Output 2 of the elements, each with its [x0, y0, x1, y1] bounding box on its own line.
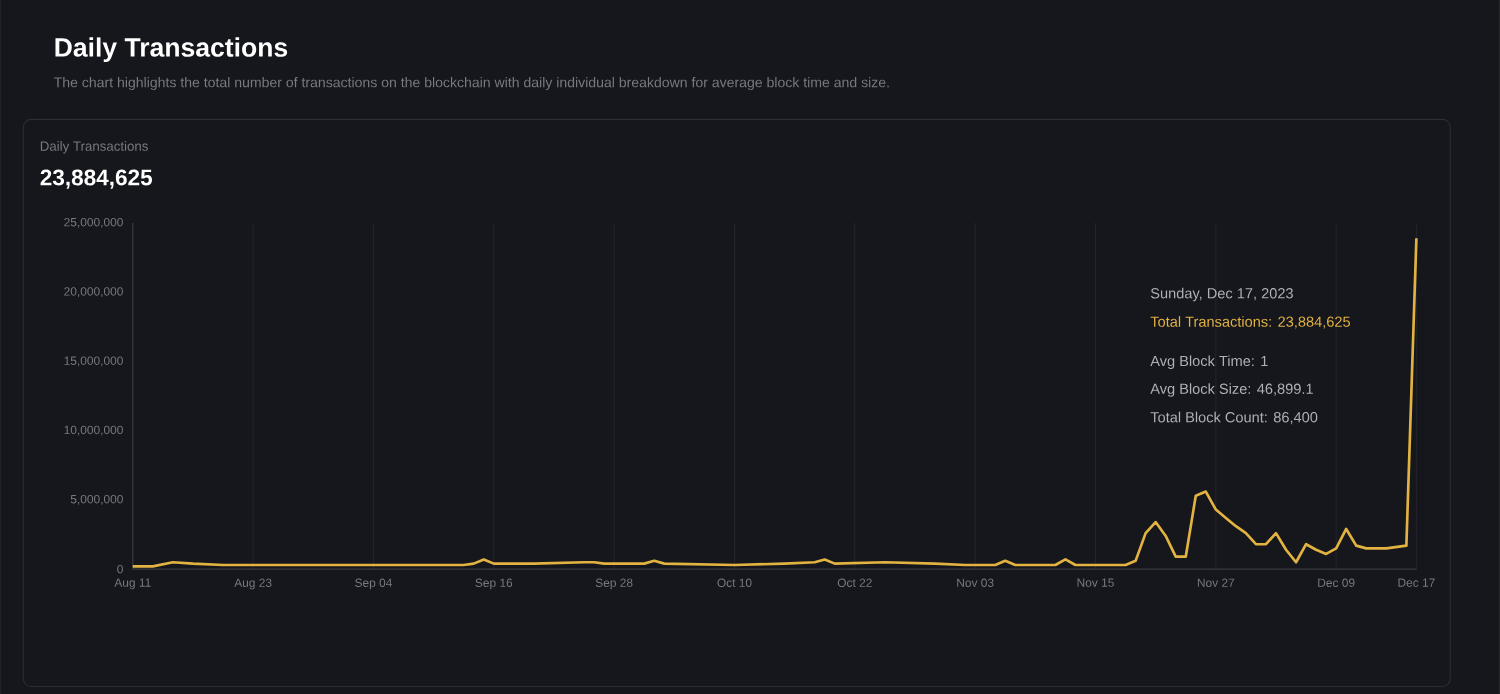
chart-title: Daily Transactions [55, 37, 288, 62]
text: 23,884,625 [40, 169, 152, 189]
